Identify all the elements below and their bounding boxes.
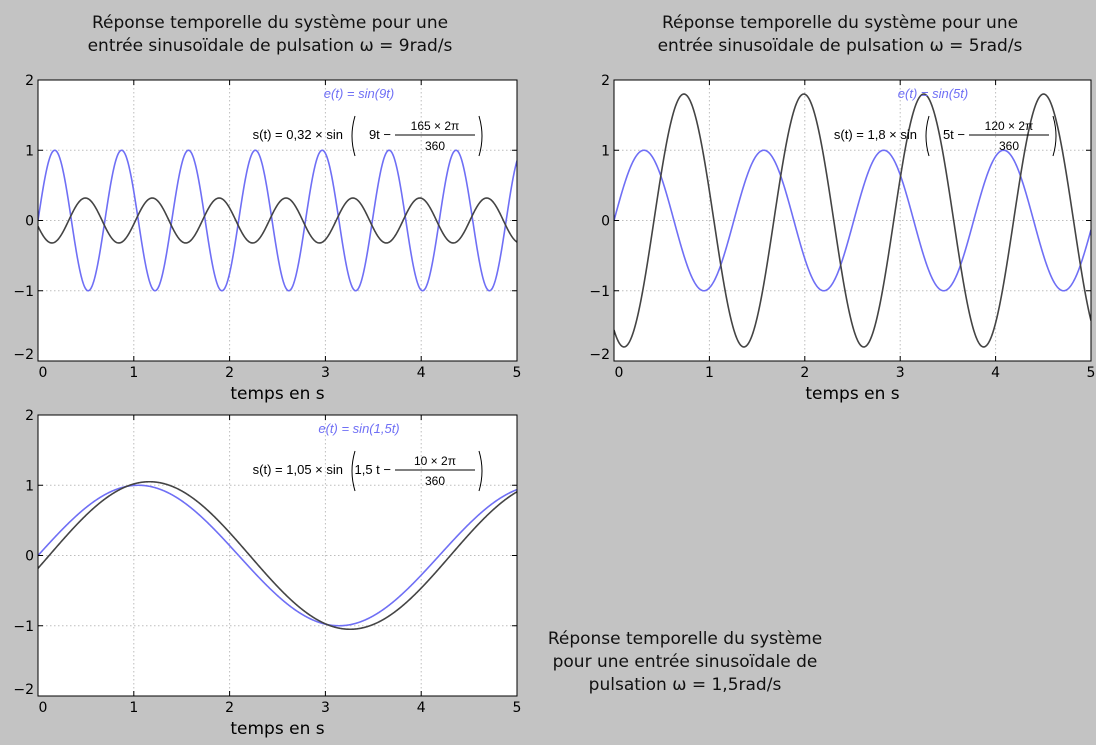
plot-area: 0 1 2 3 4 5 −2 −1 0 1 2 temps en s e(t) = sin(9t) 165…: [13, 73, 521, 404]
series-line-st: [38, 480, 517, 631]
x-tick-label: 2: [225, 700, 234, 716]
series-line-st: [38, 197, 517, 244]
y-tick-label: 2: [25, 73, 34, 89]
series-line-st: [614, 93, 1091, 348]
x-tick-label: 1: [705, 365, 714, 381]
caption-line: entrée sinusoïdale de pulsation ω = 9rad…: [87, 36, 453, 56]
x-tick-label: 1: [129, 365, 138, 381]
y-tick-label: −1: [589, 284, 610, 300]
x-tick-label: 3: [321, 365, 330, 381]
x-tick-label: 2: [800, 365, 809, 381]
caption-line: entrée sinusoïdale de pulsation ω = 5rad…: [657, 36, 1023, 56]
equation-paren-right: [478, 115, 483, 157]
equation-argument: 9t −: [369, 127, 391, 142]
caption-omega-9: Réponse temporelle du système pour une e…: [60, 12, 480, 58]
x-tick-label: 5: [513, 700, 522, 716]
plot-background: [614, 80, 1091, 361]
equation-paren-left: [925, 115, 930, 157]
y-tick-label: 0: [25, 214, 34, 230]
equation-input: e(t) = sin(9t): [324, 86, 394, 101]
equation-paren-left: [351, 115, 356, 157]
x-tick-label: 1: [129, 700, 138, 716]
equation-argument: 5t −: [943, 127, 965, 142]
x-tick-label: 5: [513, 365, 522, 381]
y-tick-label: −2: [589, 347, 610, 363]
equation-output: s(t) = 1,05 × sin: [253, 462, 343, 477]
x-axis-label: temps en s: [805, 384, 899, 404]
x-tick-label: 3: [896, 365, 905, 381]
y-tick-label: 2: [25, 408, 34, 424]
caption-line: Réponse temporelle du système pour une: [91, 13, 449, 33]
series-group: [614, 93, 1091, 348]
equation-fraction-numerator: 165 × 2π: [411, 119, 460, 133]
equation-fraction-denominator: 360: [425, 474, 445, 488]
equation-output: s(t) = 0,32 × sin: [253, 127, 343, 142]
x-tick-label: 0: [39, 365, 48, 381]
caption-omega-1-5: Réponse temporelle du système pour une e…: [520, 628, 850, 697]
caption-line: Réponse temporelle du système pour une: [661, 13, 1019, 33]
y-tick-label: 0: [25, 549, 34, 565]
y-tick-label: 2: [601, 73, 610, 89]
plot-background: [38, 415, 517, 696]
series-group: [38, 480, 517, 631]
equation-paren-right: [1052, 115, 1057, 157]
series-line-et: [38, 149, 517, 292]
y-tick-label: 1: [25, 478, 34, 494]
x-tick-label: 5: [1087, 365, 1096, 381]
x-tick-label: 2: [225, 365, 234, 381]
equation-annotation: e(t) = sin(9t) 165 × 2π 360 9t − s(t) = 0,32…: [253, 86, 483, 157]
equation-paren-right: [478, 450, 483, 492]
equation-input: e(t) = sin(5t): [898, 86, 968, 101]
equation-output: s(t) = 1,8 × sin: [834, 127, 917, 142]
y-tick-label: −1: [13, 619, 34, 635]
equation-argument: 1,5 t −: [355, 462, 392, 477]
equation-fraction-numerator: 120 × 2π: [985, 119, 1034, 133]
y-tick-label: 0: [601, 214, 610, 230]
caption-line: pour une entrée sinusoïdale de: [552, 652, 818, 672]
equation-paren-left: [351, 450, 356, 492]
plot-area: 0 1 2 3 4 5 −2 −1 0 1 2 temps en s e(t) = sin(5t) 120…: [589, 73, 1095, 404]
series-line-et: [614, 149, 1091, 292]
x-tick-label: 3: [321, 700, 330, 716]
equation-annotation: e(t) = sin(1,5t) 10 × 2π 360 1,5 t − s(t) = …: [253, 421, 483, 492]
y-tick-label: −2: [13, 347, 34, 363]
equation-fraction-denominator: 360: [999, 139, 1019, 153]
series-line-et: [38, 484, 517, 627]
chart-omega-9: 0 1 2 3 4 5 −2 −1 0 1 2 temps en s e(t) = sin(9t) 165…: [13, 73, 521, 404]
y-tick-label: −1: [13, 284, 34, 300]
series-group: [38, 149, 517, 292]
caption-omega-5: Réponse temporelle du système pour une e…: [630, 12, 1050, 58]
caption-line: pulsation ω = 1,5rad/s: [588, 675, 782, 695]
x-tick-label: 4: [991, 365, 1000, 381]
x-axis-label: temps en s: [230, 384, 324, 404]
plot-area: 0 1 2 3 4 5 −2 −1 0 1 2 temps en s e(t) = sin(1,5t) 1…: [13, 408, 521, 739]
x-tick-label: 4: [417, 700, 426, 716]
x-tick-label: 4: [417, 365, 426, 381]
x-tick-label: 0: [615, 365, 624, 381]
chart-omega-5: 0 1 2 3 4 5 −2 −1 0 1 2 temps en s e(t) = sin(5t) 120…: [589, 73, 1095, 404]
caption-line: Réponse temporelle du système: [547, 629, 823, 649]
y-tick-label: −2: [13, 682, 34, 698]
equation-fraction-numerator: 10 × 2π: [414, 454, 456, 468]
y-tick-label: 1: [601, 143, 610, 159]
equation-annotation: e(t) = sin(5t) 120 × 2π 360 5t − s(t) = 1,8 …: [834, 86, 1057, 157]
x-axis-label: temps en s: [230, 719, 324, 739]
equation-fraction-denominator: 360: [425, 139, 445, 153]
y-tick-label: 1: [25, 143, 34, 159]
x-tick-label: 0: [39, 700, 48, 716]
chart-omega-1-5: 0 1 2 3 4 5 −2 −1 0 1 2 temps en s e(t) = sin(1,5t) 1…: [13, 408, 521, 739]
equation-input: e(t) = sin(1,5t): [318, 421, 399, 436]
